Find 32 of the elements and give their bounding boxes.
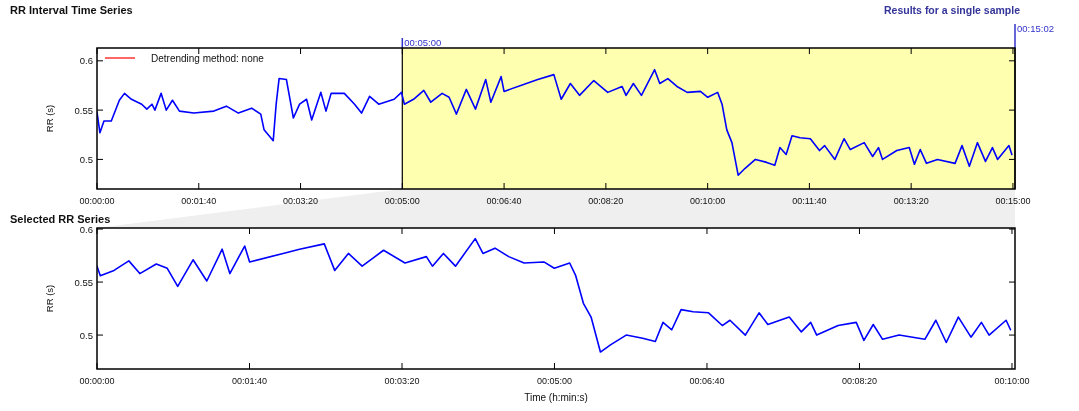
x-tick-label: 00:03:20 xyxy=(283,196,319,206)
x-tick-label: 00:06:40 xyxy=(689,376,725,386)
y-axis-title: RR (s) xyxy=(44,284,55,313)
y-tick-label: 0.6 xyxy=(79,55,93,67)
y-tick-label: 0.55 xyxy=(74,104,93,116)
ref-line-label: 00:15:02 xyxy=(1017,23,1054,34)
x-tick-label: 00:08:20 xyxy=(841,376,877,386)
ref-line-label: 00:05:00 xyxy=(404,37,442,48)
chart-title: Selected RR Series xyxy=(10,213,111,225)
x-tick-label: 00:01:40 xyxy=(181,196,217,206)
x-tick-label: 00:11:40 xyxy=(792,196,827,206)
x-tick-label: 00:08:20 xyxy=(588,196,624,206)
x-tick-label: 00:00:00 xyxy=(79,196,115,206)
x-tick-label: 00:03:20 xyxy=(384,376,420,386)
annotation: Detrending method: none xyxy=(151,53,265,64)
x-tick-label: 00:13:20 xyxy=(893,196,929,206)
chart-subtitle: Results for a single sample xyxy=(884,4,1021,16)
x-tick-label: 00:01:40 xyxy=(231,376,268,386)
x-tick-label: 00:00:00 xyxy=(79,376,115,386)
x-axis-title: Time (h:min:s) xyxy=(524,392,588,403)
x-tick-label: 00:05:00 xyxy=(536,376,572,386)
x-tick-label: 00:06:40 xyxy=(486,196,522,206)
x-tick-label: 00:10:00 xyxy=(994,376,1030,386)
x-tick-label: 00:05:00 xyxy=(384,196,420,206)
y-tick-label: 0.5 xyxy=(79,153,93,165)
chart-title: RR Interval Time Series xyxy=(10,4,133,16)
y-tick-label: 0.55 xyxy=(74,276,93,288)
x-tick-label: 00:15:00 xyxy=(995,196,1031,206)
y-tick-label: 0.6 xyxy=(79,223,93,235)
x-tick-label: 00:10:00 xyxy=(690,196,726,206)
y-axis-title: RR (s) xyxy=(44,104,55,133)
y-tick-label: 0.5 xyxy=(79,329,93,341)
